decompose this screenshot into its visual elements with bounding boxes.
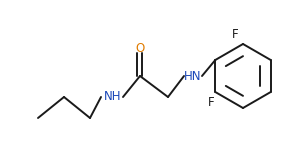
Text: O: O xyxy=(135,42,145,55)
Text: F: F xyxy=(208,97,215,109)
Text: NH: NH xyxy=(104,91,122,104)
Text: F: F xyxy=(232,27,238,40)
Text: HN: HN xyxy=(184,69,202,82)
